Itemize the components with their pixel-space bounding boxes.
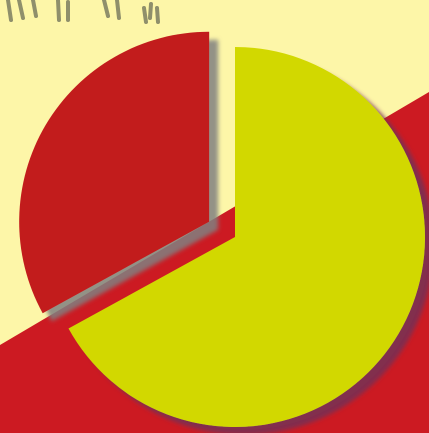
- pie-slice-2: [68, 47, 425, 427]
- scribble-decoration: [6, 0, 160, 24]
- pie-slice-1: [19, 31, 210, 314]
- pie-slices: [19, 31, 425, 427]
